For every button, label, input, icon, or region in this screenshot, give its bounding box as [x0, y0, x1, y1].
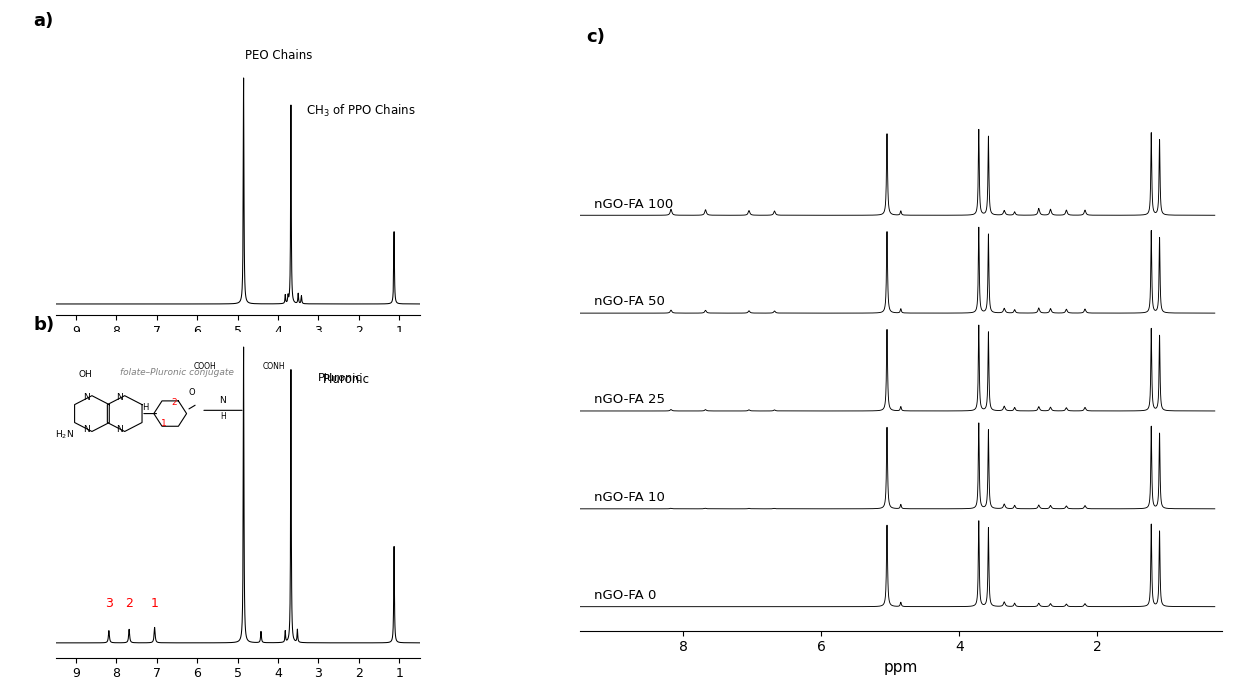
Text: a): a)	[33, 12, 54, 30]
Text: nGO-FA 100: nGO-FA 100	[594, 197, 673, 210]
Text: OH: OH	[79, 370, 93, 379]
Text: c): c)	[586, 28, 605, 46]
Text: 1: 1	[162, 419, 167, 428]
Text: N: N	[220, 397, 226, 405]
Text: COOH: COOH	[194, 362, 216, 371]
Text: 3: 3	[105, 597, 112, 610]
Text: N: N	[116, 393, 122, 402]
Text: H: H	[143, 403, 149, 412]
Text: N: N	[116, 425, 122, 435]
Text: O: O	[189, 388, 195, 397]
X-axis label: ppm: ppm	[884, 660, 918, 675]
Text: Pluronic: Pluronic	[322, 372, 369, 386]
Text: Pluronic: Pluronic	[317, 373, 362, 383]
Text: H$_2$N: H$_2$N	[56, 428, 74, 441]
Text: H: H	[220, 412, 226, 421]
Text: nGO-FA 10: nGO-FA 10	[594, 491, 665, 504]
Text: nGO-FA 50: nGO-FA 50	[594, 296, 665, 308]
Text: PEO Chains: PEO Chains	[244, 49, 312, 62]
Text: b): b)	[33, 316, 54, 334]
Text: folate–Pluronic conjugate: folate–Pluronic conjugate	[120, 368, 233, 378]
Text: nGO-FA 0: nGO-FA 0	[594, 589, 656, 602]
Text: N: N	[83, 393, 90, 402]
Text: 2: 2	[125, 597, 133, 610]
Text: CH$_3$ of PPO Chains: CH$_3$ of PPO Chains	[306, 102, 416, 119]
Text: N: N	[83, 425, 90, 435]
Text: CONH: CONH	[263, 362, 285, 371]
Text: nGO-FA 25: nGO-FA 25	[594, 393, 665, 406]
Text: 1: 1	[151, 597, 158, 610]
Text: 2: 2	[172, 398, 176, 407]
